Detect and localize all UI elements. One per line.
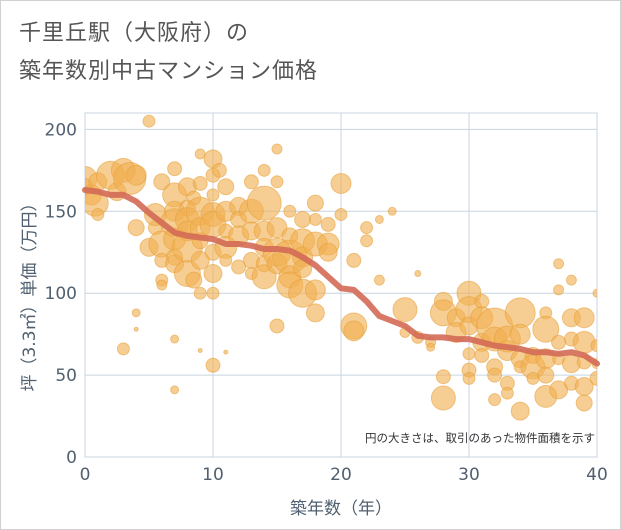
data-bubble bbox=[203, 264, 223, 284]
data-bubble bbox=[565, 274, 577, 286]
data-bubble bbox=[223, 349, 229, 355]
x-tick-label: 40 bbox=[586, 465, 608, 485]
data-bubble bbox=[211, 162, 227, 178]
x-tick-label: 30 bbox=[458, 465, 480, 485]
data-bubble bbox=[334, 208, 348, 222]
data-bubble bbox=[142, 114, 156, 128]
data-bubble bbox=[294, 210, 312, 228]
data-bubble bbox=[392, 297, 418, 323]
data-bubble bbox=[426, 342, 436, 352]
data-bubble bbox=[190, 250, 210, 270]
data-bubble bbox=[243, 174, 259, 190]
grid bbox=[84, 112, 598, 458]
trend-line bbox=[82, 187, 600, 367]
data-bubble bbox=[219, 253, 233, 267]
data-bubble bbox=[167, 161, 183, 177]
data-bubble bbox=[509, 323, 531, 345]
data-bubble bbox=[551, 334, 567, 350]
data-bubble bbox=[537, 366, 555, 384]
data-bubble bbox=[153, 173, 171, 191]
data-bubble bbox=[318, 242, 338, 262]
data-bubble bbox=[305, 303, 325, 323]
data-bubble bbox=[205, 357, 221, 373]
data-bubble bbox=[532, 315, 560, 343]
chart-title-line1: 千里丘駅（大阪府）の bbox=[19, 21, 250, 46]
data-bubble bbox=[197, 348, 203, 354]
data-bubble bbox=[575, 394, 593, 412]
data-bubble bbox=[304, 279, 326, 301]
data-bubble bbox=[589, 370, 597, 386]
data-bubble bbox=[217, 178, 235, 196]
bubble-layer bbox=[85, 114, 597, 421]
data-bubble bbox=[500, 386, 514, 400]
data-bubble bbox=[192, 175, 208, 191]
data-bubble bbox=[170, 385, 180, 395]
data-bubble bbox=[592, 288, 597, 298]
data-bubble bbox=[374, 214, 384, 224]
data-bubble bbox=[549, 380, 569, 400]
data-bubble bbox=[573, 307, 595, 329]
trend-layer bbox=[82, 187, 600, 367]
data-bubble bbox=[487, 367, 503, 383]
data-bubble bbox=[526, 371, 540, 385]
data-bubble bbox=[373, 274, 385, 286]
x-tick-label: 20 bbox=[330, 465, 352, 485]
data-bubble bbox=[330, 172, 352, 194]
data-bubble bbox=[414, 270, 422, 278]
bubble-size-note: 円の大きさは、取引のあった物件面積を示す bbox=[365, 431, 595, 445]
y-axis-label: 坪（3.3㎡）単価（万円） bbox=[20, 194, 40, 391]
data-bubble bbox=[488, 393, 502, 407]
data-bubble bbox=[308, 212, 322, 226]
data-bubble bbox=[343, 320, 365, 342]
data-bubble bbox=[346, 252, 362, 268]
y-tick-label: 100 bbox=[45, 284, 77, 304]
data-bubble bbox=[257, 163, 271, 177]
data-bubble bbox=[125, 164, 147, 186]
x-tick-label: 10 bbox=[202, 465, 224, 485]
y-tick-label: 50 bbox=[55, 366, 77, 386]
data-bubble bbox=[462, 371, 476, 385]
axes: 0 10 20 30 40 0 50 100 150 200 bbox=[45, 120, 608, 485]
y-tick-label: 0 bbox=[66, 448, 77, 468]
data-bubble bbox=[156, 279, 168, 291]
data-bubble bbox=[271, 143, 283, 155]
data-bubble bbox=[320, 216, 336, 232]
data-bubble bbox=[360, 221, 374, 235]
data-bubble bbox=[193, 286, 207, 300]
data-bubble bbox=[504, 297, 536, 329]
data-bubble bbox=[462, 347, 476, 361]
data-bubble bbox=[435, 369, 451, 385]
y-tick-label: 150 bbox=[45, 202, 77, 222]
data-bubble bbox=[474, 347, 490, 363]
data-bubble bbox=[270, 175, 284, 189]
data-bubble bbox=[269, 318, 285, 334]
data-bubble bbox=[206, 188, 220, 202]
y-tick-label: 200 bbox=[45, 120, 77, 140]
data-bubble bbox=[360, 234, 374, 248]
data-bubble bbox=[116, 342, 130, 356]
data-bubble bbox=[590, 339, 597, 353]
data-bubble bbox=[231, 259, 247, 275]
data-bubble bbox=[185, 271, 203, 289]
data-bubble bbox=[387, 206, 397, 216]
data-bubble bbox=[553, 284, 565, 296]
data-bubble bbox=[133, 326, 139, 332]
x-axis-label: 築年数（年） bbox=[290, 499, 392, 519]
data-bubble bbox=[91, 208, 105, 222]
data-bubble bbox=[553, 258, 565, 270]
data-bubble bbox=[306, 194, 324, 212]
x-tick-label: 0 bbox=[80, 465, 91, 485]
data-bubble bbox=[127, 219, 145, 237]
data-bubble bbox=[170, 334, 180, 344]
data-bubble bbox=[206, 286, 220, 300]
data-bubble bbox=[283, 204, 297, 218]
data-bubble bbox=[510, 401, 530, 421]
data-bubble bbox=[430, 385, 456, 411]
data-bubble bbox=[131, 308, 141, 318]
chart-title-line2: 築年数別中古マンション価格 bbox=[19, 59, 319, 84]
data-bubble bbox=[246, 185, 282, 221]
